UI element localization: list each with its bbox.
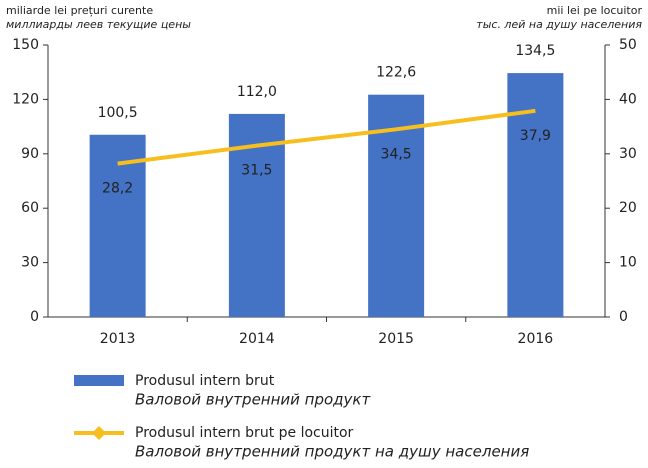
line-value-label: 37,9: [520, 128, 551, 144]
bar-value-label: 134,5: [515, 43, 555, 59]
legend-label: Валовой внутренний продукт: [135, 391, 371, 409]
legend-swatch: [74, 375, 124, 386]
legend-label: Валовой внутренний продукт на душу насел…: [135, 443, 529, 461]
y-label: miliarde lei prețuri curente: [6, 4, 153, 17]
y-tick-label: 60: [21, 200, 39, 216]
bar: [89, 134, 146, 317]
y2-tick-label: 10: [619, 255, 637, 271]
y2-tick-label: 50: [619, 37, 637, 53]
x-tick-label: 2016: [518, 331, 554, 347]
bar-value-label: 122,6: [376, 65, 416, 81]
bar-value-label: 112,0: [237, 84, 277, 100]
line-value-label: 31,5: [241, 163, 272, 179]
y-tick-label: 0: [30, 309, 39, 325]
y-tick-label: 120: [12, 91, 39, 107]
y2-tick-label: 0: [619, 309, 628, 325]
bar-value-label: 100,5: [98, 105, 138, 121]
line-value-label: 34,5: [381, 146, 412, 162]
y-tick-label: 30: [21, 255, 39, 271]
x-tick-label: 2014: [239, 331, 275, 347]
line-value-label: 28,2: [102, 181, 133, 197]
x-tick-label: 2013: [100, 331, 136, 347]
legend-marker: [92, 426, 106, 440]
bar: [507, 73, 564, 318]
y2-tick-label: 30: [619, 146, 637, 162]
y2-tick-label: 40: [619, 91, 637, 107]
y-tick-label: 90: [21, 146, 39, 162]
legend-label: Produsul intern brut: [135, 373, 275, 389]
x-tick-label: 2015: [378, 331, 414, 347]
y2-tick-label: 20: [619, 200, 637, 216]
y-label: миллиарды леев текущие цены: [6, 18, 191, 31]
legend-label: Produsul intern brut pe locuitor: [135, 425, 354, 441]
y2-label: тыс. лей на душу населения: [476, 18, 642, 31]
y-tick-label: 150: [12, 37, 39, 53]
line: [117, 108, 536, 166]
y2-label: mii lei pe locuitor: [547, 4, 643, 17]
